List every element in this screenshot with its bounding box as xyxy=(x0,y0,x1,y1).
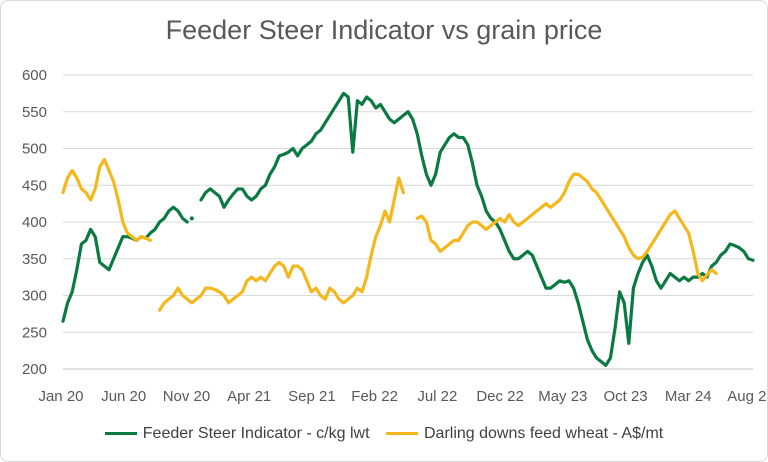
series-point xyxy=(189,216,194,221)
legend-label-feed-wheat: Darling downs feed wheat - A$/mt xyxy=(423,425,664,442)
y-tick-label: 500 xyxy=(22,141,47,158)
x-tick-label: Aug 24 xyxy=(727,388,767,405)
legend-item-feeder-steer: Feeder Steer Indicator - c/kg lwt xyxy=(104,425,370,443)
legend-swatch-feeder-steer xyxy=(104,432,137,436)
series-line-segment xyxy=(61,205,189,323)
y-tick-label: 400 xyxy=(22,214,47,231)
series-lines xyxy=(61,91,755,367)
y-tick-label: 550 xyxy=(22,104,47,121)
series-line-segment xyxy=(158,176,405,312)
series-1 xyxy=(61,157,718,312)
y-tick-label: 450 xyxy=(22,177,47,194)
y-tick-label: 200 xyxy=(22,361,47,378)
y-axis-tick-labels: 200 250 300 350 400 450 500 550 600 xyxy=(22,67,47,378)
x-tick-label: Mar 24 xyxy=(665,388,712,405)
x-tick-label: Oct 23 xyxy=(603,388,647,405)
legend-swatch-feed-wheat xyxy=(385,432,418,436)
chart-title: Feeder Steer Indicator vs grain price xyxy=(165,15,603,45)
x-axis-tick-labels: Jan 20 Jun 20 Nov 20 Apr 21 Sep 21 Feb 22 Jul … xyxy=(38,388,767,405)
series-line-segment xyxy=(199,91,755,367)
series-0 xyxy=(61,91,755,367)
x-tick-label: Dec 22 xyxy=(476,388,524,405)
x-tick-label: Nov 20 xyxy=(163,388,211,405)
x-tick-label: Apr 21 xyxy=(227,388,271,405)
x-tick-label: Jul 22 xyxy=(417,388,457,405)
x-tick-label: Feb 22 xyxy=(351,388,398,405)
series-line-segment xyxy=(61,157,152,242)
y-tick-label: 250 xyxy=(22,324,47,341)
x-tick-label: Jun 20 xyxy=(101,388,146,405)
legend-item-feed-wheat: Darling downs feed wheat - A$/mt xyxy=(385,425,664,443)
legend-label-feeder-steer: Feeder Steer Indicator - c/kg lwt xyxy=(142,425,370,442)
y-tick-label: 350 xyxy=(22,251,47,268)
grid-lines xyxy=(63,74,753,370)
x-tick-label: Jan 20 xyxy=(38,388,83,405)
chart-legend: Feeder Steer Indicator - c/kg lwt Darlin… xyxy=(1,425,767,443)
series-line-segment xyxy=(415,172,718,283)
y-tick-label: 300 xyxy=(22,288,47,305)
x-tick-label: Sep 21 xyxy=(288,388,336,405)
x-tick-label: May 23 xyxy=(538,388,587,405)
chart-plot: 200 250 300 350 400 450 500 550 600 Jan 20 Jun 20… xyxy=(22,67,767,405)
y-tick-label: 600 xyxy=(22,67,47,84)
